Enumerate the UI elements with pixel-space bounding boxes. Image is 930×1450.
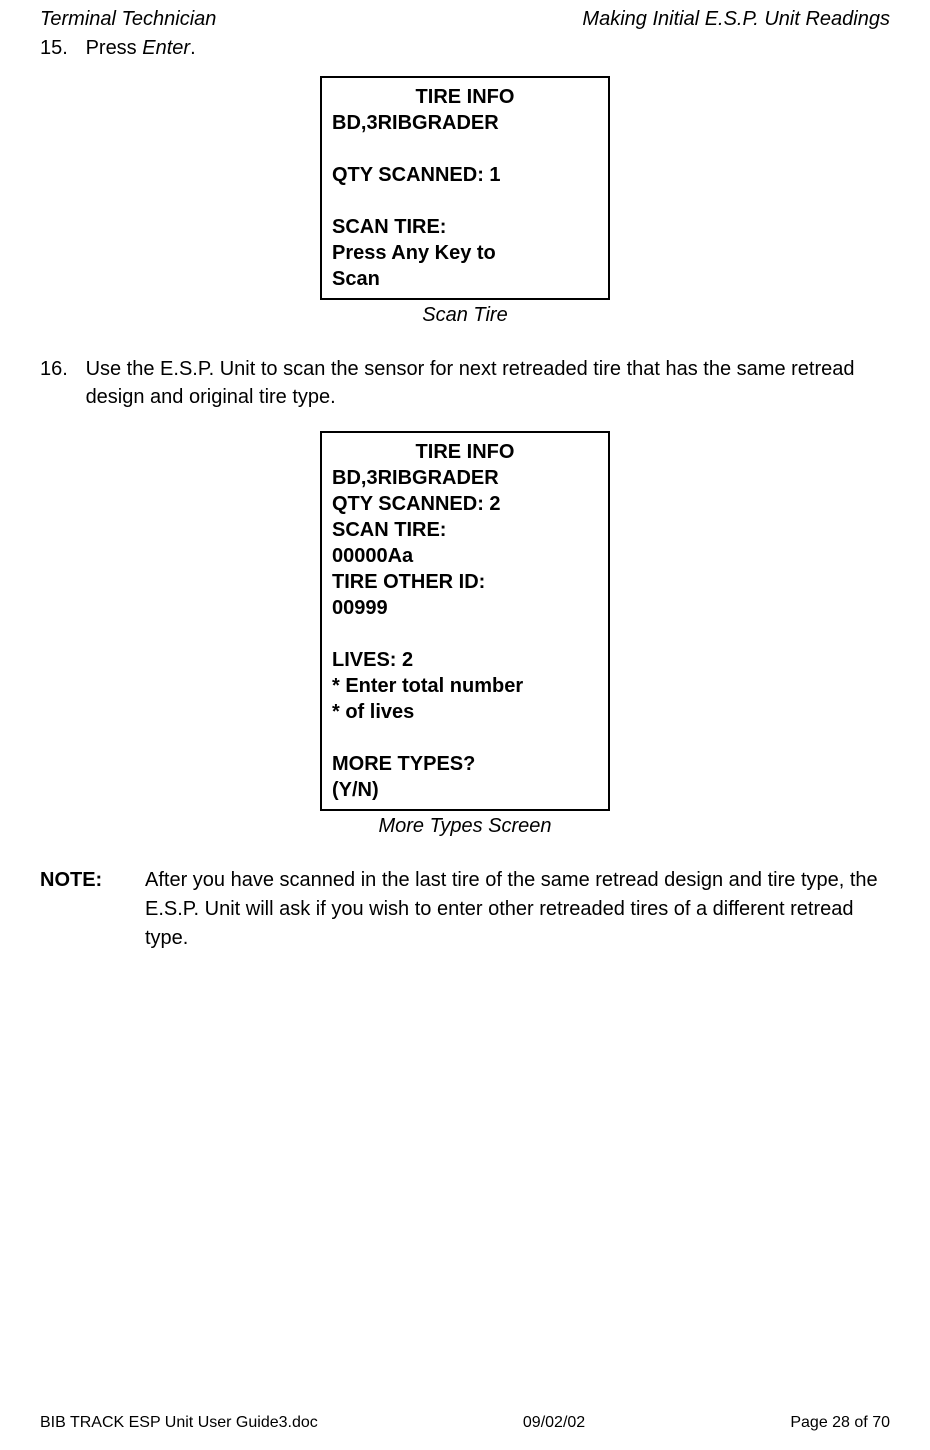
step-15-number: 15.: [40, 37, 80, 60]
screen-2-line11: (Y/N): [332, 777, 598, 803]
screen-1-line3: SCAN TIRE:: [332, 214, 598, 240]
screen-2-line5: TIRE OTHER ID:: [332, 569, 598, 595]
screen-1-caption: Scan Tire: [40, 304, 890, 327]
note-label: NOTE:: [40, 866, 145, 953]
step-15-suffix: .: [190, 37, 196, 59]
screen-2-line3: SCAN TIRE:: [332, 517, 598, 543]
page-header: Terminal Technician Making Initial E.S.P…: [40, 8, 890, 31]
footer-right: Page 28 of 70: [790, 1414, 890, 1432]
screen-1-line4: Press Any Key to: [332, 240, 598, 266]
step-15-italic: Enter: [142, 37, 190, 59]
screen-2-title: TIRE INFO: [332, 439, 598, 465]
screen-1-line1: BD,3RIBGRADER: [332, 110, 598, 136]
screen-2-line9: * of lives: [332, 699, 598, 725]
page-footer: BIB TRACK ESP Unit User Guide3.doc 09/02…: [40, 1414, 890, 1432]
screen-1-box: TIRE INFO BD,3RIBGRADER QTY SCANNED: 1 S…: [320, 76, 610, 300]
footer-left: BIB TRACK ESP Unit User Guide3.doc: [40, 1414, 318, 1432]
screen-2-line6: 00999: [332, 595, 598, 621]
screen-2-caption: More Types Screen: [40, 815, 890, 838]
step-15-text: Press Enter.: [86, 37, 196, 59]
screen-1-blank2: [332, 188, 598, 214]
screen-2-line10: MORE TYPES?: [332, 751, 598, 777]
screen-2-blank2: [332, 725, 598, 751]
header-left: Terminal Technician: [40, 8, 216, 31]
footer-center: 09/02/02: [523, 1414, 585, 1432]
header-right: Making Initial E.S.P. Unit Readings: [582, 8, 890, 31]
step-16-number: 16.: [40, 355, 80, 383]
screen-1-blank1: [332, 136, 598, 162]
screen-2-line7: LIVES: 2: [332, 647, 598, 673]
step-15: 15. Press Enter.: [40, 37, 890, 60]
step-16: 16. Use the E.S.P. Unit to scan the sens…: [40, 355, 890, 411]
step-16-text: Use the E.S.P. Unit to scan the sensor f…: [86, 355, 876, 411]
screen-1-line2: QTY SCANNED: 1: [332, 162, 598, 188]
screen-1-title: TIRE INFO: [332, 84, 598, 110]
screen-2-box: TIRE INFO BD,3RIBGRADER QTY SCANNED: 2 S…: [320, 431, 610, 811]
note-text: After you have scanned in the last tire …: [145, 866, 890, 953]
screen-2-line8: * Enter total number: [332, 673, 598, 699]
note-block: NOTE: After you have scanned in the last…: [40, 866, 890, 953]
screen-2-line4: 00000Aa: [332, 543, 598, 569]
screen-1-line5: Scan: [332, 266, 598, 292]
step-15-prefix: Press: [86, 37, 143, 59]
screen-2-blank1: [332, 621, 598, 647]
screen-2-line2: QTY SCANNED: 2: [332, 491, 598, 517]
screen-2-line1: BD,3RIBGRADER: [332, 465, 598, 491]
